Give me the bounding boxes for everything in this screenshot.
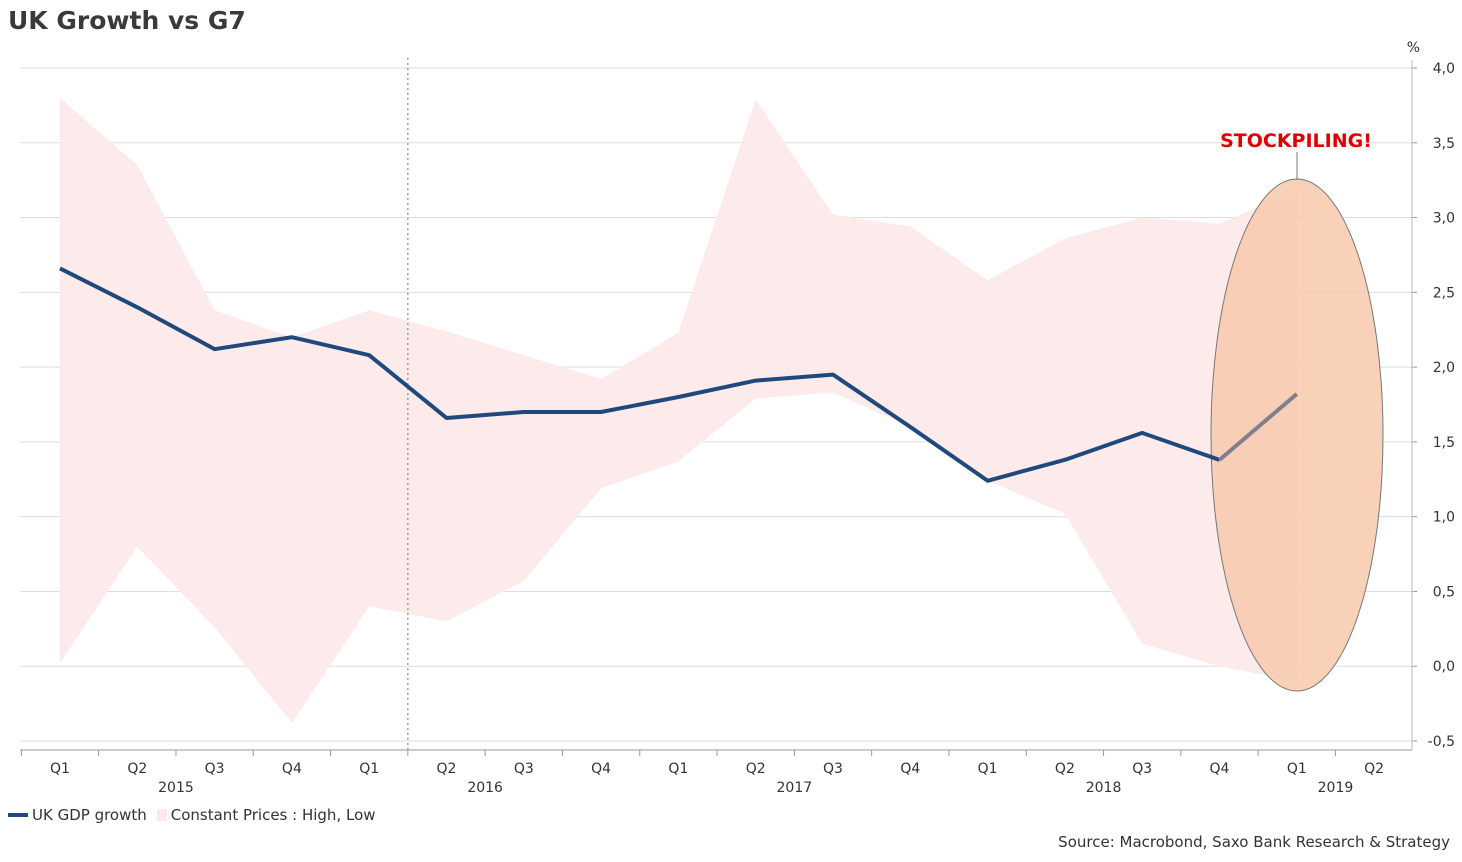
x-quarter-label: Q2 <box>437 761 457 777</box>
chart-title: UK Growth vs G7 <box>8 6 246 35</box>
x-quarter-label: Q1 <box>668 761 688 777</box>
y-tick-label: -0,5 <box>1428 734 1455 750</box>
y-tick-label: 3,5 <box>1433 136 1455 152</box>
x-quarter-label: Q4 <box>900 761 920 777</box>
x-quarter-label: Q2 <box>1364 761 1384 777</box>
legend-item-gdp: UK GDP growth <box>8 806 147 824</box>
stockpiling-ellipse <box>1210 178 1384 692</box>
y-tick-label: 4,0 <box>1433 61 1455 77</box>
band-area <box>60 97 1297 724</box>
y-tick-label: 2,5 <box>1433 285 1455 301</box>
x-quarter-label: Q1 <box>50 761 70 777</box>
legend: UK GDP growth Constant Prices : High, Lo… <box>8 806 386 824</box>
x-quarter-label: Q4 <box>591 761 611 777</box>
x-quarter-label: Q2 <box>1055 761 1075 777</box>
axes: -0,5 0,0 0,5 1,0 1,5 2,0 2,5 3,0 3,5 4,0% Q1 Q2 Q3 Q4… <box>20 40 1455 796</box>
annotation-text: STOCKPILING! <box>1220 130 1372 152</box>
x-year-label: 2017 <box>777 780 813 796</box>
x-quarter-label: Q1 <box>1287 761 1307 777</box>
x-quarter-label: Q3 <box>205 761 225 777</box>
legend-label-gdp: UK GDP growth <box>32 806 147 824</box>
x-quarter-label: Q4 <box>282 761 302 777</box>
highlight-ellipse <box>1210 178 1384 692</box>
y-tick-label: 1,5 <box>1433 435 1455 451</box>
x-quarter-label: Q3 <box>1132 761 1152 777</box>
x-quarter-label: Q2 <box>127 761 147 777</box>
gdp-projection-line <box>1218 392 1299 462</box>
x-year-label: 2016 <box>467 780 503 796</box>
x-quarter-label: Q3 <box>823 761 843 777</box>
y-axis-unit: % <box>1407 40 1420 56</box>
legend-label-band: Constant Prices : High, Low <box>170 806 376 824</box>
annotations: STOCKPILING! <box>1220 130 1372 180</box>
legend-line-swatch <box>8 813 28 817</box>
x-quarter-label: Q2 <box>746 761 766 777</box>
y-tick-label: 0,5 <box>1433 584 1455 600</box>
y-tick-label: 0,0 <box>1433 659 1455 675</box>
y-tick-label: 2,0 <box>1433 360 1455 376</box>
y-tick-label: 1,0 <box>1433 510 1455 526</box>
legend-band-swatch <box>156 809 167 821</box>
gdp-line <box>59 266 1299 483</box>
gdp-series-line <box>59 266 1221 483</box>
high-low-band <box>60 97 1297 724</box>
x-year-label: 2015 <box>158 780 194 796</box>
x-quarter-label: Q1 <box>359 761 379 777</box>
x-quarter-label: Q1 <box>978 761 998 777</box>
y-tick-label: 3,0 <box>1433 211 1455 227</box>
x-year-label: 2018 <box>1086 780 1122 796</box>
x-year-label: 2019 <box>1318 780 1354 796</box>
source-note: Source: Macrobond, Saxo Bank Research & … <box>1058 833 1450 851</box>
x-quarter-label: Q4 <box>1210 761 1230 777</box>
x-quarter-label: Q3 <box>514 761 534 777</box>
legend-item-band: Constant Prices : High, Low <box>156 806 376 824</box>
